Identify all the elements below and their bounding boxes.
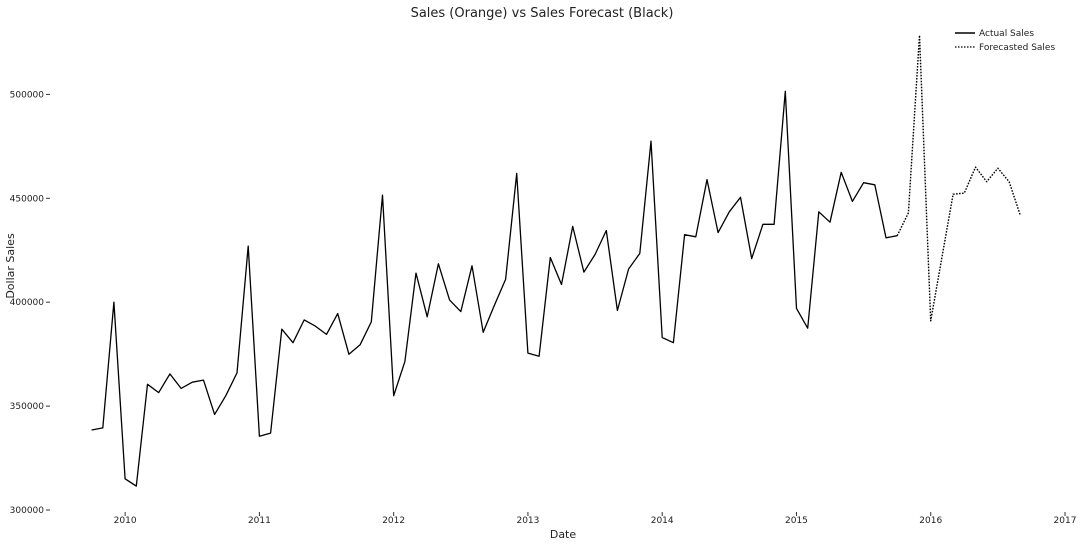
x-tick-label: 2011 <box>248 516 271 526</box>
legend-forecast-label: Forecasted Sales <box>979 43 1055 53</box>
y-axis: 300000 350000 400000 450000 500000 <box>10 90 50 516</box>
x-tick-label: 2010 <box>114 516 137 526</box>
x-tick-label: 2014 <box>651 516 674 526</box>
y-axis-label: Dollar Sales <box>4 233 17 299</box>
legend-actual-label: Actual Sales <box>979 29 1034 39</box>
actual-sales-line <box>91 90 898 487</box>
forecasted-sales-line <box>896 34 1021 322</box>
y-tick-label: 400000 <box>10 298 45 308</box>
y-tick-label: 350000 <box>10 402 45 412</box>
x-tick-label: 2017 <box>1054 516 1077 526</box>
x-axis-label: Date <box>550 528 577 541</box>
y-tick-label: 300000 <box>10 506 45 516</box>
y-tick-label: 450000 <box>10 194 45 204</box>
series-layer <box>91 34 1021 487</box>
x-axis: 2010 2011 2012 2013 2014 2015 2016 2017 <box>114 512 1077 526</box>
y-tick-label: 500000 <box>10 90 45 100</box>
chart-title: Sales (Orange) vs Sales Forecast (Black) <box>411 6 674 21</box>
x-tick-label: 2015 <box>785 516 808 526</box>
legend: Actual Sales Forecasted Sales <box>955 29 1055 53</box>
x-tick-label: 2012 <box>382 516 405 526</box>
x-tick-label: 2013 <box>516 516 539 526</box>
x-tick-label: 2016 <box>919 516 942 526</box>
